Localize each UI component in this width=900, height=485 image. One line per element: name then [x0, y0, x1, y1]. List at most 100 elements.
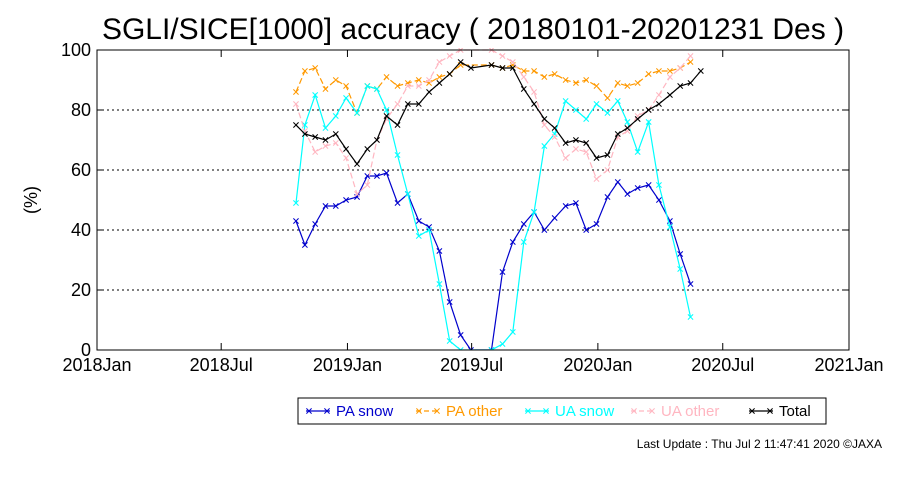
data-point-total	[677, 83, 684, 89]
data-point-ua-other	[499, 53, 506, 59]
chart-title: SGLI/SICE[1000] accuracy ( 20180101-2020…	[102, 13, 844, 46]
data-point-pa-other	[383, 74, 390, 80]
data-point-total	[436, 80, 443, 86]
data-point-ua-snow	[655, 182, 662, 188]
data-point-pa-snow	[312, 221, 319, 227]
data-point-total	[446, 71, 453, 77]
data-point-pa-other	[293, 89, 299, 95]
data-point-pa-other	[583, 77, 590, 83]
y-tick-label: 0	[81, 340, 91, 360]
x-tick-label: 2019Jan	[313, 355, 382, 375]
data-point-total	[415, 101, 422, 107]
legend-label-ua-other: UA other	[661, 403, 719, 420]
data-point-total	[583, 140, 590, 146]
data-point-total	[404, 101, 411, 107]
legend-marker-pa-snow	[324, 408, 330, 414]
data-point-ua-other	[354, 191, 360, 197]
data-point-total	[301, 131, 308, 137]
series-ua-snow	[293, 83, 694, 350]
data-point-total	[604, 152, 611, 158]
data-point-ua-other	[426, 77, 433, 83]
data-point-ua-other	[655, 92, 662, 98]
series-total	[293, 59, 704, 167]
data-point-pa-snow	[562, 203, 569, 209]
data-point-pa-snow	[499, 269, 506, 275]
data-point-ua-snow	[373, 86, 380, 92]
data-point-pa-snow	[332, 203, 339, 209]
data-point-total	[666, 92, 673, 98]
data-point-ua-other	[332, 140, 339, 146]
data-point-pa-snow	[467, 347, 474, 350]
data-point-total	[562, 140, 569, 146]
data-point-ua-other	[666, 74, 673, 80]
data-point-pa-snow	[593, 221, 600, 227]
data-point-total	[364, 146, 371, 152]
legend: PA snow PA other UA snow UA other Total	[297, 397, 827, 425]
x-tick-label: 2020Jan	[563, 355, 632, 375]
series-pa-snow	[293, 170, 694, 350]
y-tick-label: 40	[71, 220, 91, 240]
data-point-ua-snow	[583, 116, 590, 122]
data-point-ua-other	[572, 146, 579, 152]
y-tick-label: 80	[71, 100, 91, 120]
data-point-pa-snow	[457, 332, 464, 338]
data-point-pa-other	[666, 68, 673, 74]
x-tick-label: 2018Jan	[62, 355, 131, 375]
data-point-pa-other	[614, 80, 621, 86]
data-point-ua-other	[604, 167, 611, 173]
data-point-ua-other	[509, 59, 516, 65]
data-point-pa-snow	[583, 227, 590, 233]
data-point-pa-snow	[446, 299, 453, 305]
data-point-pa-snow	[624, 191, 631, 197]
data-point-ua-snow	[531, 209, 538, 215]
data-point-total	[383, 113, 390, 119]
data-point-pa-other	[343, 83, 350, 89]
data-point-total	[551, 125, 558, 131]
data-point-ua-other	[293, 101, 299, 107]
legend-box	[297, 397, 827, 425]
data-point-pa-snow	[614, 179, 621, 185]
data-point-total	[509, 65, 516, 71]
y-tick-label: 60	[71, 160, 91, 180]
data-point-ua-snow	[687, 314, 694, 320]
data-point-pa-other	[572, 80, 579, 86]
data-point-total	[312, 134, 319, 140]
data-point-ua-snow	[604, 110, 611, 116]
data-point-ua-snow	[520, 239, 527, 245]
data-point-pa-snow	[520, 221, 527, 227]
data-point-pa-other	[687, 59, 694, 65]
data-point-ua-snow	[562, 98, 569, 104]
data-point-pa-snow	[436, 248, 443, 254]
data-point-pa-snow	[394, 200, 401, 206]
y-axis-label: (%)	[21, 186, 41, 214]
data-point-total	[499, 65, 506, 71]
legend-label-ua-snow: UA snow	[555, 403, 614, 420]
data-point-ua-snow	[634, 149, 641, 155]
data-point-ua-snow	[426, 227, 433, 233]
data-point-ua-other	[593, 176, 600, 182]
data-point-ua-snow	[457, 347, 464, 350]
data-point-pa-snow	[541, 227, 548, 233]
x-tick-label: 2019Jul	[440, 355, 503, 375]
data-point-ua-snow	[593, 101, 600, 107]
data-point-pa-other	[593, 83, 600, 89]
data-point-pa-snow	[645, 182, 652, 188]
data-point-total	[697, 68, 704, 74]
data-point-ua-snow	[322, 125, 329, 131]
x-tick-label: 2020Jul	[691, 355, 754, 375]
legend-label-pa-other: PA other	[446, 403, 502, 420]
data-point-pa-other	[301, 68, 308, 74]
plot-frame	[96, 49, 850, 351]
data-point-ua-other	[364, 182, 371, 188]
data-point-pa-other	[655, 68, 662, 74]
data-point-total	[634, 116, 641, 122]
data-point-ua-snow	[509, 329, 516, 335]
data-point-ua-snow	[312, 92, 319, 98]
data-point-pa-other	[551, 71, 558, 77]
data-point-ua-other	[404, 83, 411, 89]
gridlines	[97, 109, 849, 291]
data-point-ua-snow	[541, 143, 548, 149]
data-point-pa-other	[604, 95, 611, 101]
last-update-text: Last Update : Thu Jul 2 11:47:41 2020 ©J…	[637, 437, 882, 451]
